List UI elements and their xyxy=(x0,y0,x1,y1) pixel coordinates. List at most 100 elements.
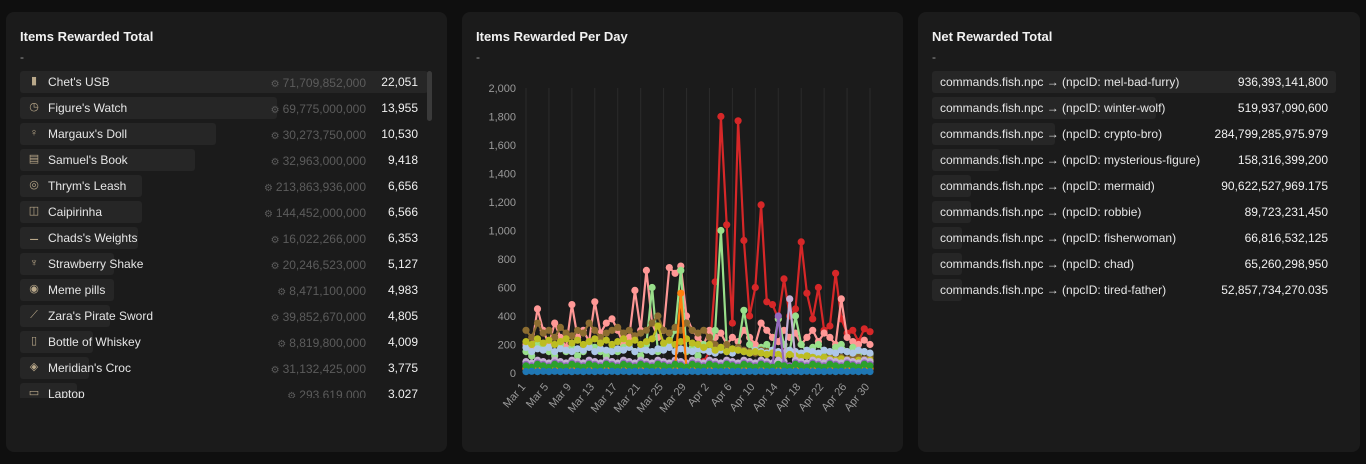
data-point xyxy=(797,238,805,246)
list-item[interactable]: ♆ Strawberry Shake ⚙ 20,246,523,000 5,127 xyxy=(20,252,428,278)
data-point xyxy=(860,360,868,368)
items-total-list[interactable]: ▮ Chet's USB ⚙ 71,709,852,000 22,051 ◷ Figure'… xyxy=(20,70,428,398)
list-item[interactable]: commands.fish.npc → (npcID: mel-bad-furr… xyxy=(932,70,1336,96)
data-point xyxy=(654,367,662,375)
list-item[interactable]: ⟋ Zara's Pirate Sword ⚙ 39,852,670,000 4,805 xyxy=(20,304,428,330)
drink-icon: ◫ xyxy=(28,205,40,217)
list-item[interactable]: ◉ Meme pills ⚙ 8,471,100,000 4,983 xyxy=(20,278,428,304)
list-item[interactable]: commands.fish.npc → (npcID: tired-father… xyxy=(932,278,1336,304)
data-point xyxy=(751,340,759,349)
data-point xyxy=(631,286,639,294)
data-point xyxy=(723,340,731,349)
data-point xyxy=(740,368,748,376)
data-point xyxy=(533,345,542,353)
data-point xyxy=(723,367,731,375)
data-point xyxy=(832,349,840,357)
scrollbar-thumb[interactable] xyxy=(427,71,432,121)
item-coins: ⚙ 144,452,000,000 xyxy=(264,206,366,220)
list-item[interactable]: ▯ Bottle of Whiskey ⚙ 8,819,800,000 4,009 xyxy=(20,330,428,356)
list-item[interactable]: ♀ Margaux's Doll ⚙ 30,273,750,000 10,530 xyxy=(20,122,428,148)
x-tick-label: Apr 2 xyxy=(686,381,712,409)
list-item[interactable]: ▭ Laptop ⚙ 293,619,000 3,027 xyxy=(20,382,428,398)
pills-icon: ◉ xyxy=(29,283,39,295)
list-item[interactable]: ▤ Samuel's Book ⚙ 32,963,000,000 9,418 xyxy=(20,148,428,174)
item-coins: ⚙ 31,132,425,000 xyxy=(271,362,366,376)
data-point xyxy=(596,367,605,375)
data-point xyxy=(723,348,731,356)
data-point xyxy=(585,319,593,327)
data-point xyxy=(705,368,714,376)
list-item[interactable]: commands.fish.npc → (npcID: fisherwoman)… xyxy=(932,226,1336,252)
coin-icon: ⚙ xyxy=(287,391,297,398)
item-count: 3,027 xyxy=(387,387,418,398)
y-tick-label: 1,400 xyxy=(488,169,516,181)
y-tick-label: 600 xyxy=(498,283,516,295)
item-count: 10,530 xyxy=(381,127,418,141)
data-point xyxy=(843,333,851,341)
items-per-day-chart[interactable]: 0 200 400 600 800 1,000 1,200 1,400 1,600 1,800 2,… xyxy=(462,12,903,452)
data-point xyxy=(671,360,679,368)
item-name: Samuel's Book xyxy=(48,153,128,167)
list-item[interactable]: ◈ Meridian's Croc ⚙ 31,132,425,000 3,775 xyxy=(20,356,428,382)
panel-title: Items Rewarded Total xyxy=(20,29,154,44)
data-point xyxy=(820,346,828,354)
data-point xyxy=(791,305,800,313)
list-item[interactable]: ▮ Chet's USB ⚙ 71,709,852,000 22,051 xyxy=(20,70,428,96)
data-point xyxy=(596,333,605,341)
item-name: Thrym's Leash xyxy=(48,179,127,193)
data-point xyxy=(660,368,668,376)
data-point xyxy=(751,348,759,356)
list-item[interactable]: ⚊ Chads's Weights ⚙ 16,022,266,000 6,353 xyxy=(20,226,428,252)
coin-amount: 8,819,800,000 xyxy=(289,336,366,350)
list-item[interactable]: commands.fish.npc → (npcID: chad) 65,260,… xyxy=(932,252,1336,278)
data-point xyxy=(854,368,863,376)
x-tick-label: Apr 30 xyxy=(842,381,872,414)
data-point xyxy=(694,362,702,370)
data-point xyxy=(602,329,610,337)
list-item[interactable]: commands.fish.npc → (npcID: mermaid) 90,6… xyxy=(932,174,1336,200)
data-point xyxy=(797,362,805,370)
data-point xyxy=(574,362,582,370)
data-point xyxy=(814,362,822,370)
coin-amount: 213,863,936,000 xyxy=(275,180,366,194)
list-item[interactable]: ◷ Figure's Watch ⚙ 69,775,000,000 13,955 xyxy=(20,96,428,122)
data-point xyxy=(740,236,748,245)
list-item[interactable]: commands.fish.npc → (npcID: winter-wolf)… xyxy=(932,96,1336,122)
data-point xyxy=(786,368,794,376)
data-point xyxy=(751,283,759,292)
list-item[interactable]: commands.fish.npc → (npcID: mysterious-f… xyxy=(932,148,1336,174)
data-point xyxy=(746,349,754,357)
data-point xyxy=(642,367,650,375)
net-value: 519,937,090,600 xyxy=(1237,101,1328,115)
data-point xyxy=(814,283,822,292)
npc-command-name: commands.fish.npc → (npcID: winter-wolf) xyxy=(940,101,1166,115)
data-point xyxy=(711,340,719,349)
data-point xyxy=(551,333,559,341)
data-point xyxy=(614,368,622,376)
data-point xyxy=(711,367,719,375)
npc-command-name: commands.fish.npc → (npcID: mermaid) xyxy=(940,179,1155,193)
data-point xyxy=(522,338,530,346)
value-bar xyxy=(932,279,962,301)
data-point xyxy=(551,367,559,375)
item-name: Margaux's Doll xyxy=(48,127,127,141)
data-point xyxy=(705,333,714,341)
net-value: 284,799,285,975.979 xyxy=(1214,127,1328,141)
data-point xyxy=(591,348,599,356)
data-point xyxy=(574,345,582,353)
data-point xyxy=(625,326,633,334)
coin-amount: 144,452,000,000 xyxy=(275,206,366,220)
data-point xyxy=(533,319,542,327)
list-item[interactable]: ◫ Caipirinha ⚙ 144,452,000,000 6,566 xyxy=(20,200,428,226)
net-value: 90,622,527,969.175 xyxy=(1221,179,1328,193)
data-point xyxy=(814,367,822,375)
data-point xyxy=(637,360,645,368)
list-item[interactable]: commands.fish.npc → (npcID: robbie) 89,72… xyxy=(932,200,1336,226)
list-item[interactable]: commands.fish.npc → (npcID: crypto-bro) 2… xyxy=(932,122,1336,148)
value-bar xyxy=(20,123,216,145)
data-point xyxy=(677,362,685,370)
list-item[interactable]: ◎ Thrym's Leash ⚙ 213,863,936,000 6,656 xyxy=(20,174,428,200)
data-point xyxy=(860,325,868,333)
data-point xyxy=(694,340,702,349)
data-point xyxy=(740,348,748,356)
